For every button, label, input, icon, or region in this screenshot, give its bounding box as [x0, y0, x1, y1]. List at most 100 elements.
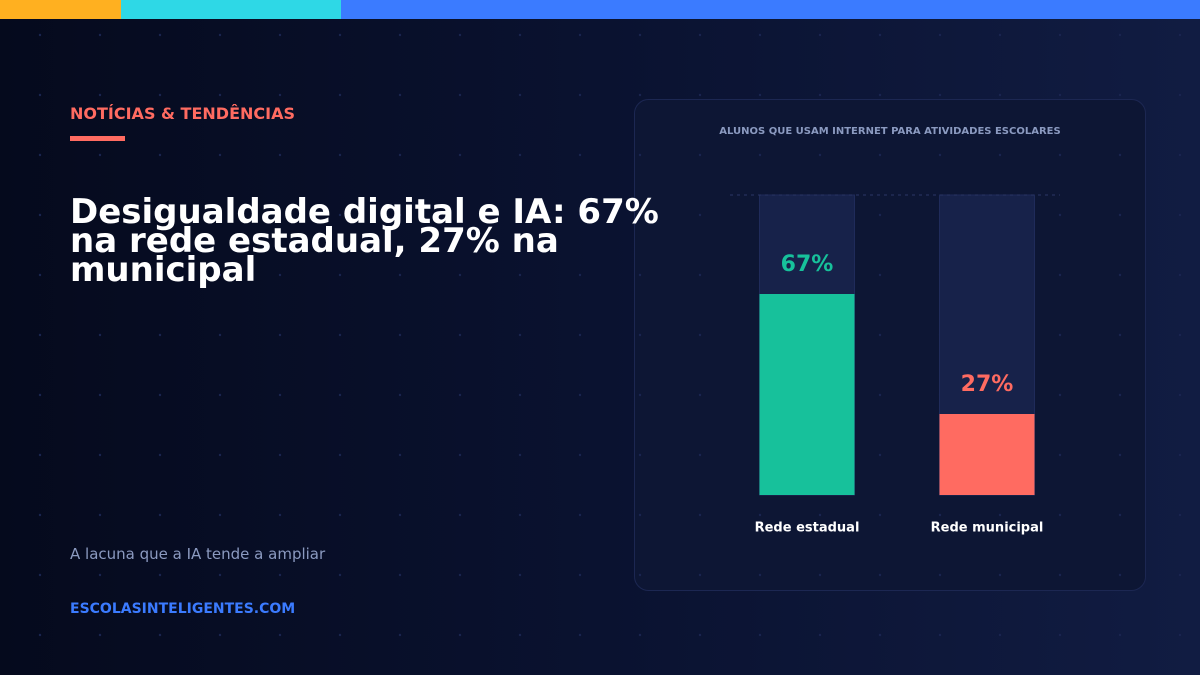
bg-dot: [158, 33, 162, 37]
bg-dot: [458, 93, 462, 97]
bg-dot: [218, 93, 222, 97]
bg-dot: [638, 333, 642, 337]
bg-dot: [338, 333, 342, 337]
bg-dot: [218, 333, 222, 337]
bg-dot: [1178, 213, 1182, 217]
bg-dot: [878, 393, 882, 397]
bg-dot: [278, 393, 282, 397]
bg-dot: [638, 153, 642, 157]
bar: [759, 294, 855, 495]
bg-dot: [458, 273, 462, 277]
bg-dot: [98, 93, 102, 97]
kicker: NOTÍCIAS & TENDÊNCIAS: [70, 104, 295, 123]
bg-dot: [98, 273, 102, 277]
bg-dot: [938, 93, 942, 97]
bg-dot: [338, 213, 342, 217]
bg-dot: [278, 333, 282, 337]
bg-dot: [638, 33, 642, 37]
bg-dot: [158, 333, 162, 337]
bg-dot: [818, 633, 822, 637]
bg-dot: [878, 273, 882, 277]
bg-dot: [458, 393, 462, 397]
bg-dot: [158, 393, 162, 397]
bg-dot: [278, 273, 282, 277]
bg-dot: [218, 453, 222, 457]
bg-dot: [458, 453, 462, 457]
bg-dot: [1178, 153, 1182, 157]
bg-dot: [1058, 333, 1062, 337]
bg-dot: [218, 573, 222, 577]
chart-title: ALUNOS QUE USAM INTERNET PARA ATIVIDADES…: [719, 126, 1060, 137]
bg-dot: [98, 453, 102, 457]
bg-dot: [758, 573, 762, 577]
bg-dot: [578, 633, 582, 637]
bg-dot: [1058, 633, 1062, 637]
bg-dot: [38, 273, 42, 277]
bg-dot: [338, 273, 342, 277]
value-label: 27%: [961, 372, 1014, 397]
bg-dot: [1118, 273, 1122, 277]
bg-dot: [698, 333, 702, 337]
bg-dot: [698, 33, 702, 37]
bg-dot: [698, 393, 702, 397]
bg-dot: [278, 573, 282, 577]
bg-dot: [1058, 33, 1062, 37]
bg-dot: [638, 453, 642, 457]
bg-dot: [278, 513, 282, 517]
top-stripe: [121, 0, 341, 19]
bg-dot: [338, 93, 342, 97]
bg-dot: [518, 333, 522, 337]
bg-dot: [338, 513, 342, 517]
bg-dot: [578, 573, 582, 577]
bg-dot: [698, 453, 702, 457]
bg-dot: [638, 513, 642, 517]
bg-dot: [158, 573, 162, 577]
bg-dot: [998, 93, 1002, 97]
bg-dot: [218, 213, 222, 217]
bg-dot: [98, 633, 102, 637]
bg-dot: [518, 213, 522, 217]
bar: [939, 414, 1035, 495]
x-tick-label: Rede estadual: [755, 521, 860, 536]
bg-dot: [938, 153, 942, 157]
subtitle: A lacuna que a IA tende a ampliar: [70, 545, 326, 563]
bg-dot: [818, 33, 822, 37]
bg-dot: [338, 393, 342, 397]
bg-dot: [338, 633, 342, 637]
bg-dot: [98, 33, 102, 37]
site-link[interactable]: ESCOLASINTELIGENTES.COM: [70, 601, 296, 617]
bg-dot: [1178, 573, 1182, 577]
bg-dot: [1118, 633, 1122, 637]
bg-dot: [518, 393, 522, 397]
bg-dot: [758, 93, 762, 97]
bg-dot: [1118, 33, 1122, 37]
bg-dot: [398, 93, 402, 97]
bg-dot: [1058, 273, 1062, 277]
bg-dot: [518, 273, 522, 277]
bg-dot: [878, 33, 882, 37]
bg-dot: [1178, 273, 1182, 277]
bg-dot: [878, 153, 882, 157]
bg-dot: [458, 33, 462, 37]
bg-dot: [1118, 573, 1122, 577]
bg-dot: [698, 153, 702, 157]
bg-dot: [818, 573, 822, 577]
bg-dot: [458, 573, 462, 577]
bg-dot: [398, 273, 402, 277]
bg-dot: [698, 573, 702, 577]
bg-dot: [878, 93, 882, 97]
bg-dot: [638, 633, 642, 637]
bg-dot: [218, 393, 222, 397]
bg-dot: [398, 213, 402, 217]
bg-dot: [998, 513, 1002, 517]
bg-dot: [278, 453, 282, 457]
bg-dot: [398, 333, 402, 337]
bg-dot: [218, 633, 222, 637]
bg-dot: [998, 573, 1002, 577]
bg-dot: [158, 513, 162, 517]
bg-dot: [98, 393, 102, 397]
bg-dot: [518, 513, 522, 517]
bg-dot: [638, 393, 642, 397]
